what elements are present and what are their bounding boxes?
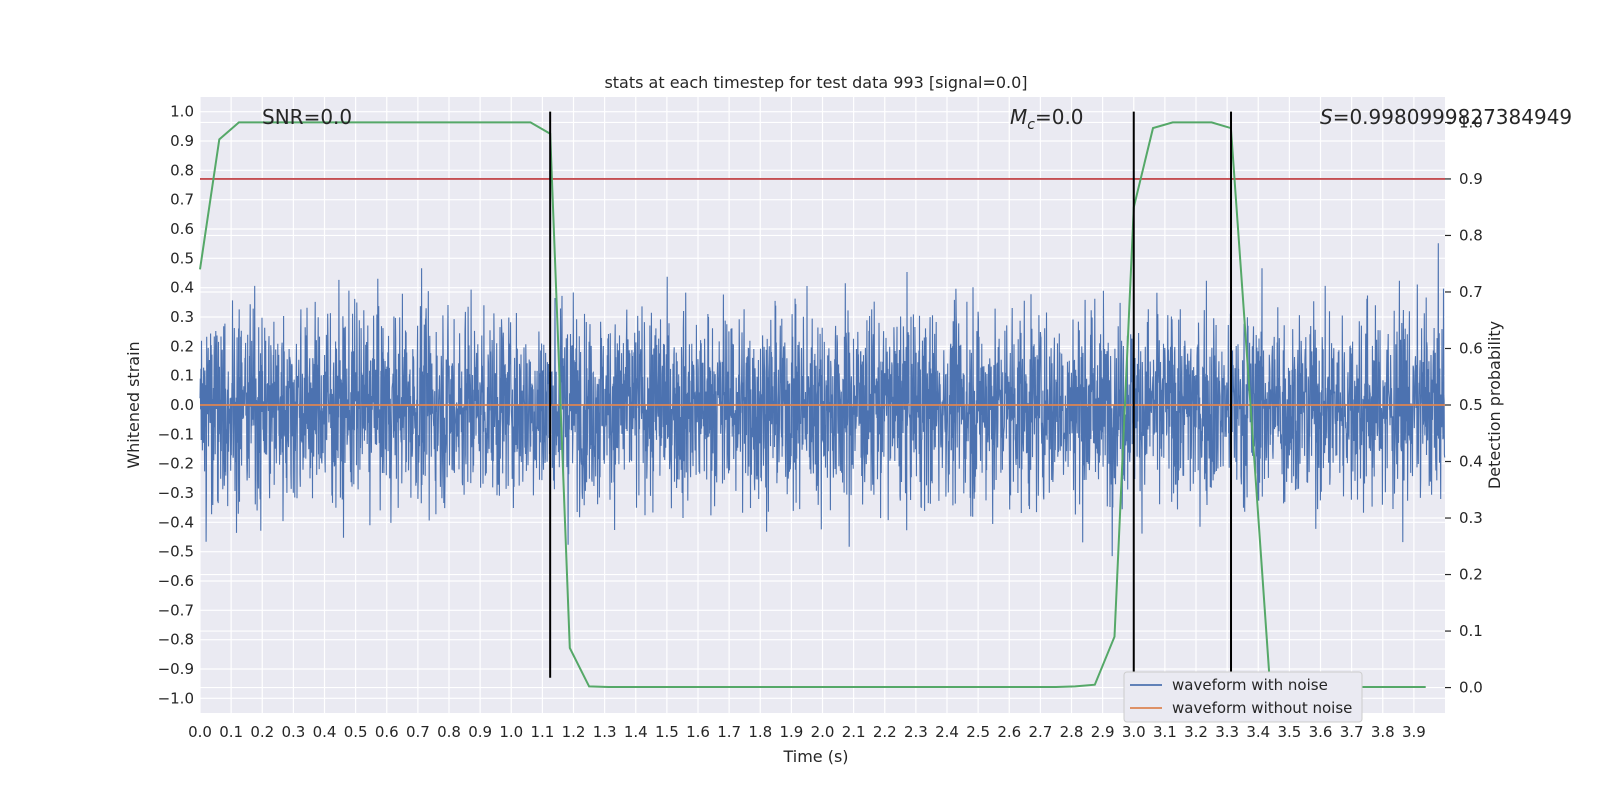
x-tick-label: 2.7 — [1028, 723, 1052, 741]
x-tick-label: 3.2 — [1184, 723, 1208, 741]
series-detection-probability — [199, 121, 1426, 688]
annotation-mc-prefix: M — [1010, 105, 1027, 129]
x-tick-label: 1.1 — [530, 723, 554, 741]
y-tick-label: −0.5 — [158, 543, 194, 561]
annotation-snr: SNR=0.0 — [262, 105, 352, 129]
y2-axis-label: Detection probability — [1485, 321, 1504, 489]
y2-tick-label: 0.7 — [1459, 283, 1483, 301]
y-tick-label: 0.1 — [170, 367, 194, 385]
legend: waveform with noise waveform without noi… — [1123, 671, 1363, 723]
chart-title: stats at each timestep for test data 993… — [604, 73, 1027, 92]
annotation-mc: Mc=0.0 — [1010, 105, 1084, 133]
x-tick-label: 0.6 — [375, 723, 399, 741]
x-tick-label: 3.4 — [1246, 723, 1270, 741]
x-tick-label: 0.3 — [281, 723, 305, 741]
x-tick-label: 1.7 — [717, 723, 741, 741]
y-axis-label: Whitened strain — [124, 341, 143, 468]
x-tick-label: 1.5 — [655, 723, 679, 741]
x-tick-label: 0.7 — [406, 723, 430, 741]
x-tick-label: 1.8 — [748, 723, 772, 741]
y-tick-label: −0.4 — [158, 513, 194, 531]
y2-tick-label: 0.3 — [1459, 509, 1483, 527]
y-tick-label: −0.3 — [158, 484, 194, 502]
y2-tick-label: 0.0 — [1459, 679, 1483, 697]
legend-label-without-noise: waveform without noise — [1172, 699, 1352, 717]
y-tick-label: 0.3 — [170, 308, 194, 326]
y-tick-label: 0.6 — [170, 220, 194, 238]
x-tick-label: 1.9 — [779, 723, 803, 741]
x-tick-label: 1.6 — [686, 723, 710, 741]
y-tick-label: −0.7 — [158, 601, 194, 619]
annotation-s-value: =0.9980999827384949 — [1333, 105, 1572, 129]
y-tick-label: 0.5 — [170, 249, 194, 267]
y2-tick-label: 0.8 — [1459, 226, 1483, 244]
x-tick-label: 3.5 — [1277, 723, 1301, 741]
x-tick-label: 1.0 — [499, 723, 523, 741]
y-tick-label: 0.2 — [170, 337, 194, 355]
x-tick-label: 0.0 — [188, 723, 212, 741]
annotation-snr-prefix: SNR — [262, 105, 304, 129]
y-tick-label: 0.9 — [170, 132, 194, 150]
x-tick-label: 2.0 — [811, 723, 835, 741]
annotation-snr-value: =0.0 — [304, 105, 353, 129]
x-tick-label: 1.3 — [593, 723, 617, 741]
x-tick-label: 2.1 — [842, 723, 866, 741]
y2-tick-label: 0.4 — [1459, 453, 1483, 471]
series-waveform-with-noise — [199, 243, 1446, 557]
x-tick-label: 3.1 — [1153, 723, 1177, 741]
y-tick-label: 0.0 — [170, 396, 194, 414]
y-tick-label: 1.0 — [170, 103, 194, 121]
annotation-s: S=0.9980999827384949 — [1320, 105, 1572, 129]
y2-axis-ticks: 0.0 0.1 0.2 0.3 0.4 0.5 0.6 0.7 0.8 0.9 1.0 — [1445, 113, 1483, 697]
legend-label-with-noise: waveform with noise — [1172, 676, 1328, 694]
noise-trace — [199, 243, 1446, 557]
y-tick-label: −1.0 — [158, 689, 194, 707]
y2-tick-label: 0.2 — [1459, 566, 1483, 584]
y-tick-label: 0.4 — [170, 279, 194, 297]
x-tick-label: 3.7 — [1340, 723, 1364, 741]
annotation-mc-subscript: c — [1027, 117, 1035, 133]
x-tick-label: 3.0 — [1122, 723, 1146, 741]
x-tick-label: 2.5 — [966, 723, 990, 741]
x-tick-label: 3.9 — [1402, 723, 1426, 741]
y-tick-label: −0.8 — [158, 631, 194, 649]
x-tick-label: 0.9 — [468, 723, 492, 741]
x-axis-label: Time (s) — [782, 747, 848, 766]
x-tick-label: 1.2 — [562, 723, 586, 741]
y2-tick-label: 0.1 — [1459, 622, 1483, 640]
x-tick-label: 0.4 — [313, 723, 337, 741]
x-tick-label: 0.1 — [219, 723, 243, 741]
x-tick-label: 3.8 — [1371, 723, 1395, 741]
y2-tick-label: 0.6 — [1459, 339, 1483, 357]
y-tick-label: −0.9 — [158, 660, 194, 678]
overlay-lines — [199, 111, 1445, 688]
x-tick-label: 2.9 — [1091, 723, 1115, 741]
annotation-s-prefix: S — [1320, 105, 1333, 129]
x-tick-label: 0.2 — [250, 723, 274, 741]
y-tick-label: −0.6 — [158, 572, 194, 590]
y-axis-ticks: −1.0 −0.9 −0.8 −0.7 −0.6 −0.5 −0.4 −0.3 −0.2 −0.1… — [158, 103, 194, 708]
x-tick-label: 1.4 — [624, 723, 648, 741]
y-tick-label: 0.8 — [170, 161, 194, 179]
legend-box — [1123, 671, 1363, 723]
x-tick-label: 2.4 — [935, 723, 959, 741]
x-axis-ticks: 0.0 0.1 0.2 0.3 0.4 0.5 0.6 0.7 0.8 0.9 1.0 1.1 1.2 1… — [188, 723, 1426, 741]
y-tick-label: −0.2 — [158, 455, 194, 473]
y-tick-label: −0.1 — [158, 425, 194, 443]
x-tick-label: 2.3 — [904, 723, 928, 741]
y2-tick-label: 1.0 — [1459, 113, 1483, 131]
x-tick-label: 2.6 — [997, 723, 1021, 741]
y-tick-label: 0.7 — [170, 191, 194, 209]
x-tick-label: 3.3 — [1215, 723, 1239, 741]
y2-tick-label: 0.5 — [1459, 396, 1483, 414]
x-tick-label: 0.8 — [437, 723, 461, 741]
y2-tick-label: 0.9 — [1459, 170, 1483, 188]
x-tick-label: 2.2 — [873, 723, 897, 741]
x-tick-label: 0.5 — [344, 723, 368, 741]
annotation-mc-value: =0.0 — [1035, 105, 1084, 129]
x-tick-label: 2.8 — [1060, 723, 1084, 741]
x-tick-label: 3.6 — [1309, 723, 1333, 741]
